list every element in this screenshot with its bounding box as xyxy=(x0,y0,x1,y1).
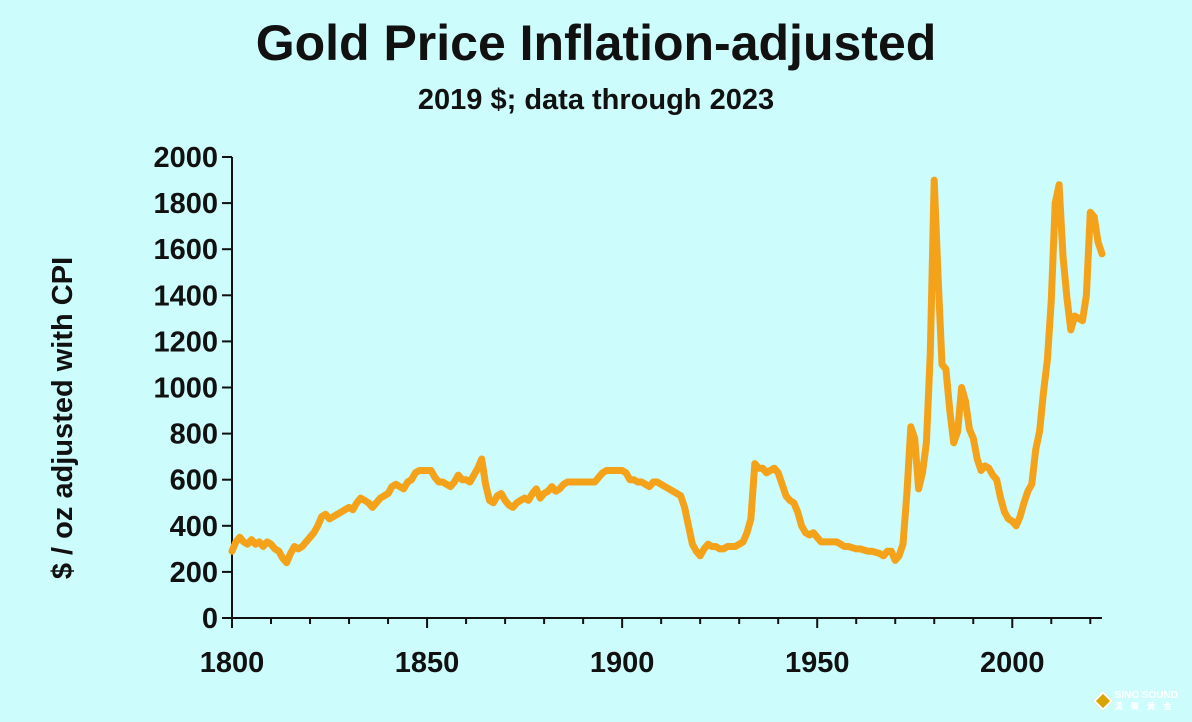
watermark-sub: 漢 聲 黃 金 xyxy=(1114,702,1175,711)
y-tick-label: 200 xyxy=(170,557,218,589)
y-axis-label: $ / oz adjusted with CPI xyxy=(47,257,79,579)
y-tick-label: 800 xyxy=(170,419,218,451)
y-tick-label: 2000 xyxy=(153,142,218,174)
y-tick-label: 1200 xyxy=(153,326,218,358)
plot-area xyxy=(228,176,1106,567)
watermark-name: SINO SOUND xyxy=(1114,690,1178,701)
chart-title: Gold Price Inflation-adjusted xyxy=(255,15,937,71)
y-tick-label: 1000 xyxy=(153,373,218,405)
watermark-logo: SINO SOUND 漢 聲 黃 金 xyxy=(1092,690,1178,712)
x-tick-label: 1950 xyxy=(785,647,850,679)
x-tick-label: 1900 xyxy=(590,647,655,679)
chart-subtitle: 2019 $; data through 2023 xyxy=(417,84,775,116)
y-tick-label: 600 xyxy=(170,465,218,497)
x-tick-label: 1850 xyxy=(395,647,460,679)
y-tick-label: 1600 xyxy=(153,234,218,266)
y-tick-label: 1800 xyxy=(153,188,218,220)
y-tick-label: 400 xyxy=(170,511,218,543)
y-tick-label: 0 xyxy=(202,603,218,635)
gold-price-line xyxy=(228,176,1106,567)
x-tick-label: 1800 xyxy=(200,647,265,679)
y-tick-label: 1400 xyxy=(153,280,218,312)
chart-axes: 0 200 400 600 800 1000 1200 1400 1600 1800 2000 180… xyxy=(153,142,1102,679)
sino-sound-logo-icon xyxy=(1092,691,1113,711)
x-tick-label: 2000 xyxy=(980,647,1045,679)
